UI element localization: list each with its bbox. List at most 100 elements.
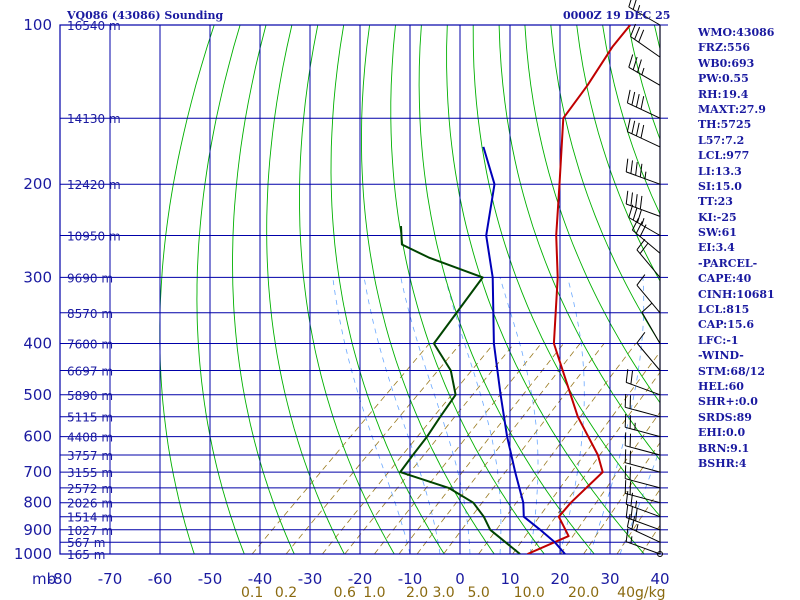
pressure-tick-label: 100 [23, 16, 52, 34]
barb-feather [628, 54, 634, 68]
barb-feather [625, 528, 629, 542]
index-line: CAP:15.6 [698, 318, 755, 332]
wind-barb [628, 0, 661, 26]
barb-feather [640, 96, 645, 110]
barb-feather [638, 29, 645, 43]
wind-barb [630, 23, 661, 58]
temperature-tick-label: -30 [298, 570, 323, 588]
wind-barb [625, 504, 661, 531]
barb-feather [635, 162, 638, 176]
mixing-ratio-line [322, 343, 495, 554]
index-line: BSHR:4 [698, 456, 747, 470]
index-line: SHR+:0.0 [698, 395, 758, 409]
pressure-tick-label: 600 [23, 428, 52, 446]
barb-feather [624, 449, 627, 463]
pressure-tick-label: 200 [23, 175, 52, 193]
barb-feather [631, 217, 639, 231]
index-line: CINH:10681 [698, 287, 775, 301]
temperature-tick-label: -80 [48, 570, 73, 588]
barb-feather [626, 118, 631, 132]
height-label: 3757 m [67, 449, 113, 463]
temperature-tick-label: -20 [348, 570, 373, 588]
index-line: KI:-25 [698, 210, 737, 224]
barb-feather [635, 122, 640, 137]
mixing-ratio-tick-label: 40g/kg [617, 585, 665, 600]
index-line: SW:61 [698, 226, 737, 240]
wind-barb [636, 274, 661, 314]
height-label: 12420 m [67, 178, 121, 192]
mixing-ratio-tick-label: 0.1 [241, 585, 263, 600]
barb-shaft [627, 526, 661, 543]
temperature-tick-label: 40 [650, 570, 669, 588]
height-label: 1027 m [67, 524, 113, 538]
sounding-time: 0000Z 19 DEC 25 [563, 9, 671, 22]
index-line: SI:15.0 [698, 179, 742, 193]
barb-feather [634, 26, 641, 40]
barb-shaft [627, 102, 661, 119]
temperature-tick-label: 30 [600, 570, 619, 588]
index-line: EHI:0.0 [698, 426, 746, 440]
index-line: -PARCEL- [698, 256, 758, 270]
barb-feather [631, 91, 636, 106]
barb-half-feather [641, 218, 645, 226]
moist-adiabat [619, 447, 660, 554]
index-line: TH:5725 [698, 118, 752, 132]
index-line: SRDS:89 [698, 410, 752, 424]
temperature-tick-label: 10 [500, 570, 519, 588]
barb-feather [624, 413, 627, 428]
barb-shaft [625, 478, 661, 489]
mixing-ratio-line [512, 351, 660, 554]
pressure-unit-label: mb [32, 570, 56, 588]
temperature-tick-label: -60 [148, 570, 173, 588]
height-label: 3155 m [67, 466, 113, 480]
barb-feather [636, 238, 646, 251]
index-line: TT:23 [698, 195, 733, 209]
height-label: 10950 m [67, 230, 121, 244]
barb-shaft [625, 492, 661, 504]
profiles [399, 25, 631, 554]
barb-feather [630, 23, 636, 37]
calm-wind-marker [657, 551, 663, 557]
barb-feather [639, 195, 643, 210]
height-label: 567 m [67, 536, 105, 550]
wind-barb [641, 302, 661, 344]
barb-feather [625, 491, 629, 505]
barb-shaft [627, 131, 661, 148]
temperature-tick-label: 0 [455, 570, 465, 588]
barb-feather [640, 124, 645, 139]
wind-barb [626, 513, 661, 543]
barb-feather [625, 504, 629, 518]
dry-adiabat [330, 25, 445, 554]
height-label: 14130 m [67, 112, 121, 126]
barb-feather [625, 190, 629, 205]
temperature-tick-label: -50 [198, 570, 223, 588]
barb-shaft [626, 503, 661, 518]
index-line: RH:19.4 [698, 87, 749, 101]
pressure-tick-label: 1000 [14, 545, 52, 563]
barb-feather [628, 0, 632, 8]
moist-adiabat [499, 277, 539, 554]
dry-adiabat [232, 25, 295, 554]
barb-shaft [625, 462, 661, 473]
index-line: L57:7.2 [698, 133, 745, 147]
mixing-ratio-tick-label: 0.6 [334, 585, 356, 600]
parcel-line [482, 146, 566, 554]
index-line: LCL:815 [698, 303, 750, 317]
barb-feather [630, 370, 633, 385]
wind-barb [625, 369, 661, 396]
index-line: LI:13.3 [698, 164, 742, 178]
wind-barb [636, 332, 661, 371]
barb-feather [624, 393, 627, 408]
indices-panel: WMO:43086 FRZ:556 WB0:693 PW:0.55 RH:19.4 MAX… [698, 25, 775, 471]
wind-barb [626, 118, 661, 148]
barb-shaft [630, 36, 661, 58]
wind-barb [624, 465, 661, 489]
barb-shaft [626, 517, 661, 531]
index-line: -WIND- [698, 349, 744, 363]
wind-barbs [624, 0, 663, 557]
index-line: FRZ:556 [698, 41, 751, 55]
temperature-tick-label: -70 [98, 570, 123, 588]
barb-half-feather [641, 67, 645, 75]
barb-shaft [626, 541, 661, 555]
